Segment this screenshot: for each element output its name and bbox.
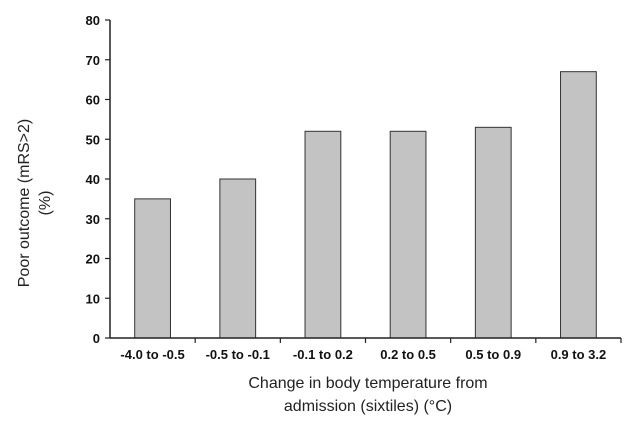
x-category-label: 0.2 to 0.5 xyxy=(380,347,436,362)
y-axis-title-line-1: Poor outcome (mRS>2) xyxy=(16,119,33,288)
y-tick-label: 20 xyxy=(86,252,100,267)
x-category-label: -4.0 to -0.5 xyxy=(120,347,184,362)
y-tick-label: 50 xyxy=(86,132,100,147)
bar xyxy=(560,71,597,339)
bar xyxy=(474,126,512,339)
y-axis-title-line-2: (%) xyxy=(37,191,54,216)
x-axis-categories: -4.0 to -0.5 -0.5 to -0.1 -0.1 to 0.2 0.2 t… xyxy=(120,338,622,362)
y-tick-label: 30 xyxy=(86,212,100,227)
x-category-label: 0.9 to 3.2 xyxy=(551,347,607,362)
y-tick-label: 0 xyxy=(93,331,100,346)
x-category-label: -0.1 to 0.2 xyxy=(293,347,353,362)
bar xyxy=(389,130,427,339)
x-category-label: 0.5 to 0.9 xyxy=(465,347,521,362)
bar xyxy=(134,198,171,339)
y-tick-label: 80 xyxy=(86,13,100,28)
bar xyxy=(304,130,342,339)
y-tick-label: 40 xyxy=(86,172,100,187)
y-tick-label: 60 xyxy=(86,93,100,108)
y-axis-ticks: 0 10 20 30 40 50 60 70 80 xyxy=(86,13,110,346)
bar xyxy=(219,178,257,339)
x-axis-title-line-2: admission (sixtiles) (°C) xyxy=(284,398,452,415)
y-tick-label: 70 xyxy=(86,53,100,68)
x-axis-title-line-1: Change in body temperature from xyxy=(248,375,487,392)
x-category-label: -0.5 to -0.1 xyxy=(206,347,270,362)
y-tick-label: 10 xyxy=(86,291,100,306)
bars xyxy=(134,71,597,339)
